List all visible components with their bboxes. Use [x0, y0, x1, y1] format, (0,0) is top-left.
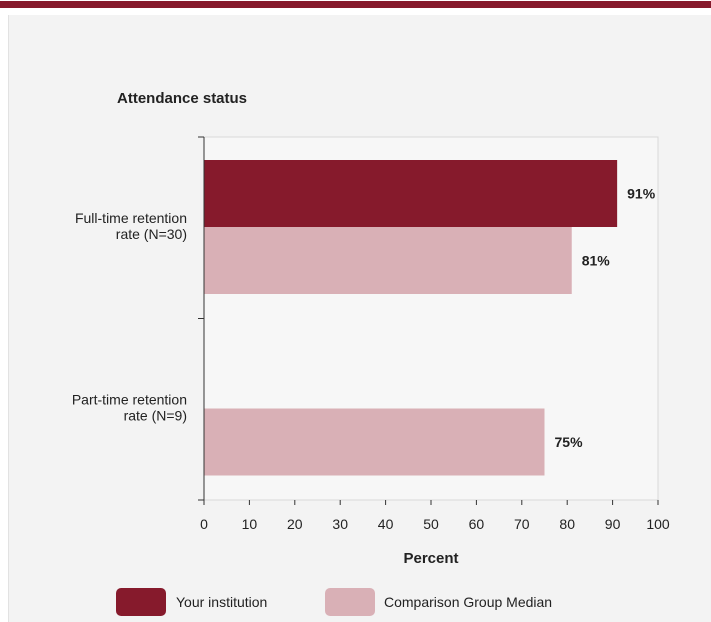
bar-0-0 — [204, 160, 618, 227]
x-axis-ticks: 0 10 20 30 40 50 60 70 80 90 100 — [200, 500, 670, 532]
x-tick-label: 100 — [646, 516, 670, 532]
legend-label: Your institution — [176, 594, 267, 610]
bar-1-1 — [204, 408, 545, 476]
bar-value-label: 75% — [555, 434, 584, 450]
category-label-line: Full-time retention — [75, 210, 187, 226]
x-tick-label: 20 — [287, 516, 303, 532]
legend: Your institution Comparison Group Median — [116, 588, 552, 616]
legend-label: Comparison Group Median — [384, 594, 552, 610]
bars-group: 91% 81% 75% — [204, 160, 656, 476]
legend-swatch — [116, 588, 166, 616]
bar-0-1 — [204, 227, 572, 294]
category-label-line: rate (N=30) — [116, 226, 187, 242]
x-tick-label: 50 — [423, 516, 439, 532]
x-tick-label: 70 — [514, 516, 530, 532]
x-tick-label: 10 — [242, 516, 258, 532]
category-label-line: Part-time retention — [72, 392, 187, 408]
chart-title: Attendance status — [117, 90, 247, 107]
category-label-line: rate (N=9) — [124, 408, 187, 424]
x-axis-label: Percent — [403, 550, 458, 567]
bar-value-label: 91% — [627, 186, 656, 202]
x-tick-label: 80 — [559, 516, 575, 532]
x-tick-label: 60 — [469, 516, 485, 532]
bar-value-label: 81% — [582, 253, 611, 269]
x-tick-label: 30 — [332, 516, 348, 532]
legend-swatch — [325, 588, 375, 616]
top-accent-rule — [0, 0, 711, 8]
x-tick-label: 90 — [605, 516, 621, 532]
x-tick-label: 0 — [200, 516, 208, 532]
x-tick-label: 40 — [378, 516, 394, 532]
